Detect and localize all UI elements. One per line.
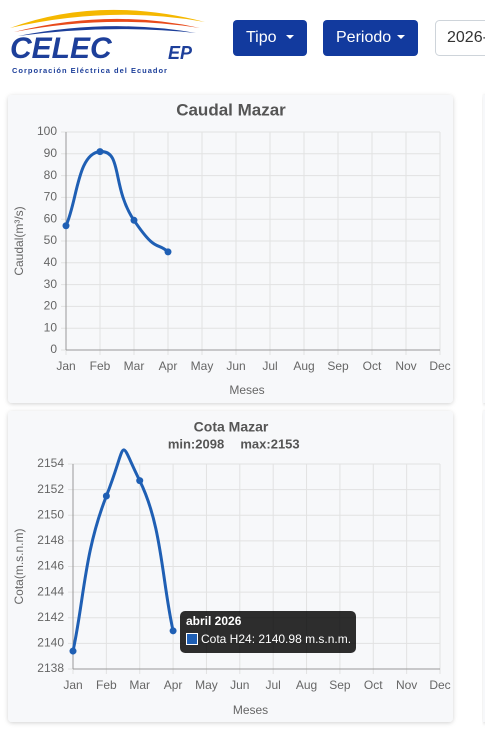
point	[165, 248, 172, 255]
y-tick-label: 2148	[37, 533, 64, 547]
logo-text: CELEC	[10, 32, 113, 65]
point	[131, 217, 138, 224]
x-tick-label: Aug	[296, 678, 317, 692]
x-tick-label: Oct	[364, 678, 383, 692]
y-tick-label: 20	[44, 299, 58, 313]
x-tick-label: Mar	[124, 359, 145, 373]
x-tick-label: Oct	[363, 359, 382, 373]
x-tick-label: Feb	[90, 359, 111, 373]
x-tick-label: Nov	[395, 359, 416, 373]
chart-title: Cota Mazar	[194, 419, 269, 435]
x-tick-label: Sep	[327, 359, 349, 373]
y-tick-label: 70	[44, 190, 58, 204]
chart-subtitle: max:2153	[240, 436, 299, 451]
tooltip-swatch	[187, 634, 198, 645]
x-tick-label: Feb	[96, 678, 117, 692]
tooltip-label: Cota H24: 2140.98 m.s.n.m.	[201, 632, 351, 646]
y-tick-label: 2142	[37, 610, 64, 624]
y-tick-label: 80	[44, 168, 58, 182]
x-axis-label: Meses	[233, 703, 268, 717]
y-tick-label: 10	[44, 320, 58, 334]
x-tick-label: May	[191, 359, 214, 373]
tooltip-title: abril 2026	[186, 614, 242, 628]
x-tick-label: Jun	[230, 678, 249, 692]
x-tick-label: Jan	[63, 678, 82, 692]
x-tick-label: Aug	[293, 359, 314, 373]
x-tick-label: Mar	[129, 678, 150, 692]
x-tick-label: Jul	[266, 678, 281, 692]
y-tick-label: 2140	[37, 636, 64, 650]
y-tick-label: 30	[44, 277, 58, 291]
x-tick-label: Apr	[159, 359, 178, 373]
point	[136, 477, 143, 484]
y-tick-label: 40	[44, 255, 58, 269]
y-tick-label: 50	[44, 233, 58, 247]
logo-swoosh	[10, 10, 205, 28]
chart-title: Caudal Mazar	[176, 100, 286, 119]
logo-suffix: EP	[168, 43, 193, 63]
y-tick-label: 2144	[37, 584, 64, 598]
logo[interactable]: CELEC EP Corporación Eléctrica del Ecuad…	[10, 10, 205, 75]
point	[70, 648, 77, 655]
x-tick-label: Dec	[429, 678, 450, 692]
button-label: Periodo	[336, 29, 391, 46]
y-axis-label: Caudal(m³/s)	[12, 206, 26, 275]
x-tick-label: Sep	[329, 678, 351, 692]
tipo-button[interactable]: Tipo	[233, 20, 307, 56]
point	[97, 148, 104, 155]
y-tick-label: 100	[37, 124, 57, 138]
y-axis-label: Cota(m.s.n.m)	[12, 528, 26, 604]
x-tick-label: Nov	[396, 678, 417, 692]
x-tick-label: Jan	[56, 359, 75, 373]
y-tick-label: 0	[50, 342, 57, 356]
y-tick-label: 60	[44, 211, 58, 225]
x-tick-label: May	[195, 678, 218, 692]
x-tick-label: Jun	[226, 359, 245, 373]
y-tick-label: 2150	[37, 507, 64, 521]
periodo-button[interactable]: Periodo	[323, 20, 418, 56]
y-tick-label: 2146	[37, 559, 64, 573]
x-axis-label: Meses	[229, 383, 264, 397]
y-tick-label: 2152	[37, 482, 64, 496]
date-input[interactable]: 2026-	[436, 21, 485, 56]
y-tick-label: 90	[44, 146, 58, 160]
point	[170, 627, 177, 634]
input-text: 2026-	[447, 29, 485, 46]
point	[103, 493, 110, 500]
logo-subtitle: Corporación Eléctrica del Ecuador	[12, 66, 168, 75]
x-tick-label: Jul	[262, 359, 277, 373]
x-tick-label: Dec	[429, 359, 450, 373]
x-tick-label: Apr	[164, 678, 183, 692]
tooltip: abril 2026 Cota H24: 2140.98 m.s.n.m.	[180, 611, 356, 653]
y-tick-label: 2154	[37, 456, 64, 470]
point	[63, 222, 70, 229]
chart-subtitle: min:2098	[168, 436, 224, 451]
y-tick-label: 2138	[37, 661, 64, 675]
chart-card	[8, 95, 453, 403]
button-label: Tipo	[246, 29, 277, 46]
